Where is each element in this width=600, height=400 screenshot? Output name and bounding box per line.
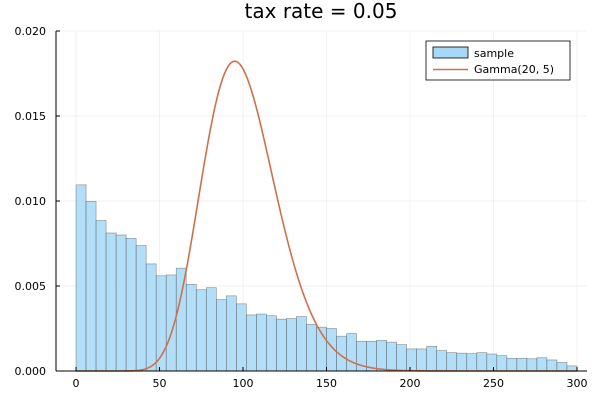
sample-histogram [75, 184, 578, 372]
histogram-bar [306, 323, 317, 372]
x-tick-label: 200 [400, 377, 421, 390]
y-tick-label: 0.020 [15, 25, 47, 38]
x-tick-label: 250 [483, 377, 504, 390]
histogram-bar [95, 220, 107, 372]
histogram-bar [396, 344, 407, 372]
histogram-bar [85, 201, 97, 372]
y-tick-label: 0.010 [15, 195, 47, 208]
histogram-bar [75, 184, 87, 372]
histogram-bar [246, 314, 257, 372]
histogram-bar [486, 353, 498, 372]
histogram-bar [516, 357, 528, 372]
x-tick-label: 150 [316, 377, 337, 390]
histogram-bar [446, 352, 458, 372]
histogram-bar [276, 318, 287, 372]
histogram-bar [556, 362, 568, 372]
y-tick-label: 0.015 [15, 110, 47, 123]
y-tick-label: 0.005 [15, 280, 47, 293]
histogram-bar [406, 348, 417, 372]
x-tick-label: 50 [153, 377, 167, 390]
x-tick-label: 0 [73, 377, 80, 390]
histogram-bar [546, 359, 558, 372]
histogram-bar [296, 316, 307, 372]
histogram-bar [185, 283, 197, 372]
histogram-bar [416, 348, 427, 372]
histogram-bar [145, 263, 157, 372]
histogram-bar [386, 341, 397, 372]
histogram-bar [536, 357, 548, 372]
histogram-bar [226, 295, 237, 372]
histogram-bar [506, 357, 518, 372]
histogram-bar [496, 355, 508, 372]
histogram-bar [115, 234, 127, 372]
histogram-bar [125, 238, 137, 372]
chart-title: tax rate = 0.05 [245, 0, 398, 23]
y-tick-label: 0.000 [15, 365, 47, 378]
histogram-bar [346, 333, 357, 372]
histogram-bar [436, 350, 448, 372]
x-tick-label: 100 [233, 377, 254, 390]
histogram-bar [456, 352, 468, 372]
histogram-bar [466, 353, 478, 372]
grid [56, 30, 587, 372]
histogram-bar [236, 303, 247, 372]
histogram-bar [205, 287, 217, 372]
histogram-bar [105, 232, 117, 372]
histogram-bar [195, 289, 207, 372]
histogram-bar [216, 299, 227, 372]
axes: 0 50 100 150 200 250 300 0.000 0.005 0.010 0.015 0.… [15, 25, 588, 390]
legend-label-sample: sample [474, 47, 514, 60]
x-tick-label: 300 [566, 377, 587, 390]
legend-swatch-sample [432, 46, 469, 59]
legend-label-gamma: Gamma(20, 5) [474, 63, 554, 76]
histogram-bar [135, 245, 147, 372]
legend: sample Gamma(20, 5) [425, 40, 571, 81]
histogram-bar [286, 318, 297, 372]
histogram-bar [476, 352, 488, 372]
histogram-bar [256, 313, 267, 372]
histogram-bar [175, 267, 187, 372]
histogram-bar [266, 315, 277, 372]
histogram-bar [376, 340, 387, 372]
histogram-bar [426, 346, 438, 372]
histogram-bar [526, 358, 538, 372]
